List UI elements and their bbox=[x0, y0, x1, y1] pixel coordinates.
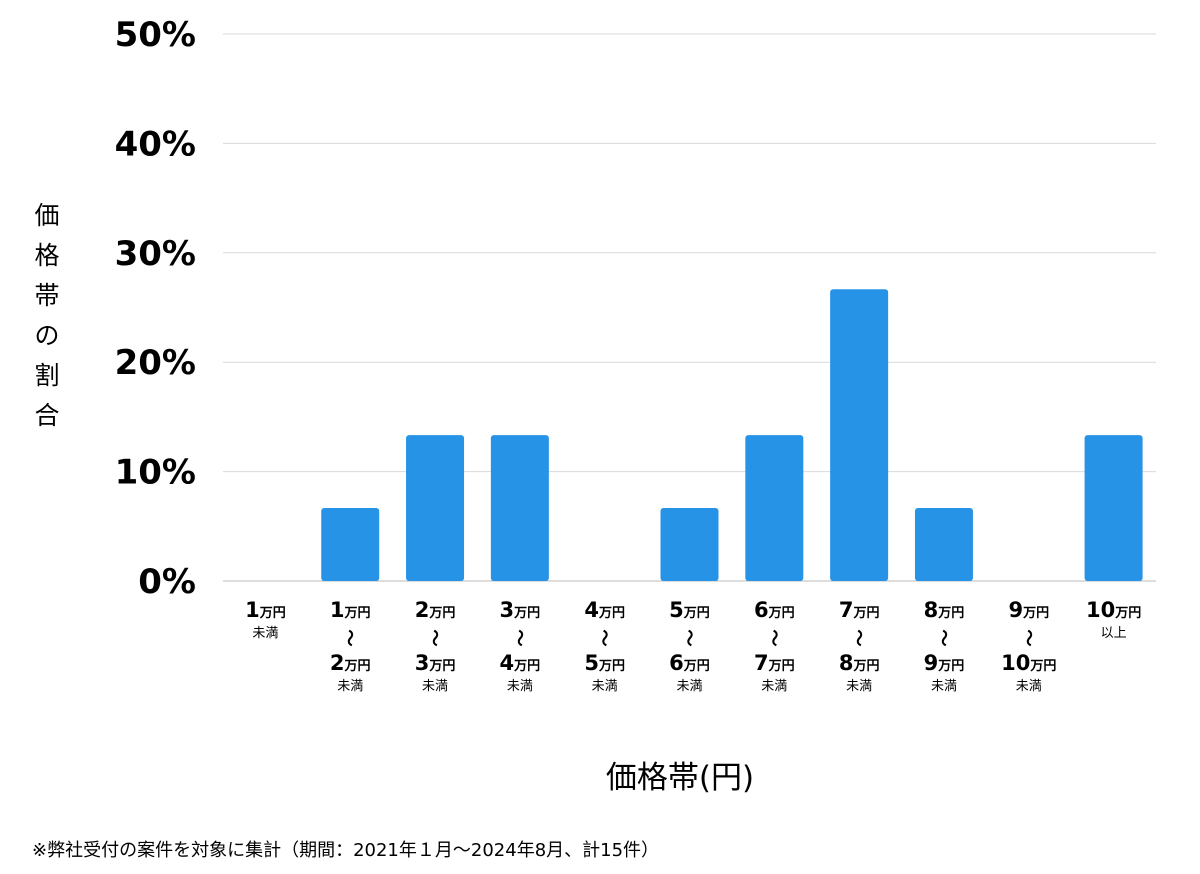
y-tick-label: 50% bbox=[115, 15, 196, 55]
svg-text:〜: 〜 bbox=[424, 630, 444, 647]
gridlines bbox=[223, 33, 1156, 582]
svg-text:5万円: 5万円 bbox=[584, 651, 625, 675]
svg-text:未満: 未満 bbox=[846, 679, 872, 694]
svg-text:未満: 未満 bbox=[761, 679, 787, 694]
x-axis-label: 価格帯(円) bbox=[605, 760, 755, 796]
bar bbox=[914, 508, 973, 581]
svg-text:未満: 未満 bbox=[592, 679, 618, 694]
x-axis-ticks: 1万円未満1万円〜2万円未満2万円〜3万円未満3万円〜4万円未満4万円〜5万円未… bbox=[245, 598, 1141, 694]
svg-text:3万円: 3万円 bbox=[415, 651, 456, 675]
svg-text:〜: 〜 bbox=[933, 630, 953, 647]
bar bbox=[321, 508, 380, 581]
y-axis-label: 価格帯の割合 bbox=[34, 201, 60, 430]
y-tick-label: 20% bbox=[115, 343, 196, 383]
svg-text:7万円: 7万円 bbox=[754, 651, 795, 675]
svg-text:5万円: 5万円 bbox=[669, 598, 710, 622]
svg-text:以上: 以上 bbox=[1101, 626, 1127, 641]
y-axis-ticks: 0% 10% 20% 30% 40% 50% bbox=[115, 15, 196, 602]
svg-text:8万円: 8万円 bbox=[924, 598, 965, 622]
svg-text:3万円: 3万円 bbox=[500, 598, 541, 622]
svg-text:未満: 未満 bbox=[931, 679, 957, 694]
svg-text:〜: 〜 bbox=[339, 630, 359, 647]
svg-text:7万円: 7万円 bbox=[839, 598, 880, 622]
svg-text:6万円: 6万円 bbox=[669, 651, 710, 675]
svg-text:未満: 未満 bbox=[676, 679, 702, 694]
svg-text:2万円: 2万円 bbox=[330, 651, 371, 675]
svg-text:10万円: 10万円 bbox=[1086, 598, 1141, 622]
svg-text:〜: 〜 bbox=[679, 630, 699, 647]
svg-text:未満: 未満 bbox=[507, 679, 533, 694]
bar bbox=[830, 289, 889, 581]
svg-text:〜: 〜 bbox=[848, 630, 868, 647]
svg-text:8万円: 8万円 bbox=[839, 651, 880, 675]
svg-text:1万円: 1万円 bbox=[330, 598, 371, 622]
svg-text:〜: 〜 bbox=[594, 630, 614, 647]
bar bbox=[660, 508, 719, 581]
bar bbox=[745, 435, 804, 581]
bar bbox=[490, 435, 549, 581]
svg-text:9万円: 9万円 bbox=[1008, 598, 1049, 622]
svg-text:4万円: 4万円 bbox=[500, 651, 541, 675]
svg-text:10万円: 10万円 bbox=[1001, 651, 1056, 675]
y-tick-label: 10% bbox=[115, 453, 196, 493]
svg-text:未満: 未満 bbox=[1016, 679, 1042, 694]
svg-text:〜: 〜 bbox=[1018, 630, 1038, 647]
svg-text:4万円: 4万円 bbox=[584, 598, 625, 622]
y-tick-label: 40% bbox=[115, 124, 196, 164]
bar bbox=[406, 435, 465, 581]
svg-text:未満: 未満 bbox=[422, 679, 448, 694]
y-tick-label: 0% bbox=[138, 562, 196, 602]
svg-text:6万円: 6万円 bbox=[754, 598, 795, 622]
footnote: ※弊社受付の案件を対象に集計（期間：2021年１月〜2024年8月、計15件） bbox=[32, 840, 660, 861]
bars bbox=[321, 289, 1143, 581]
svg-text:2万円: 2万円 bbox=[415, 598, 456, 622]
bar bbox=[1084, 435, 1143, 581]
svg-text:1万円: 1万円 bbox=[245, 598, 286, 622]
y-tick-label: 30% bbox=[115, 234, 196, 274]
svg-text:〜: 〜 bbox=[509, 630, 529, 647]
svg-text:9万円: 9万円 bbox=[924, 651, 965, 675]
svg-text:未満: 未満 bbox=[252, 626, 278, 641]
svg-text:未満: 未満 bbox=[337, 679, 363, 694]
svg-text:〜: 〜 bbox=[763, 630, 783, 647]
